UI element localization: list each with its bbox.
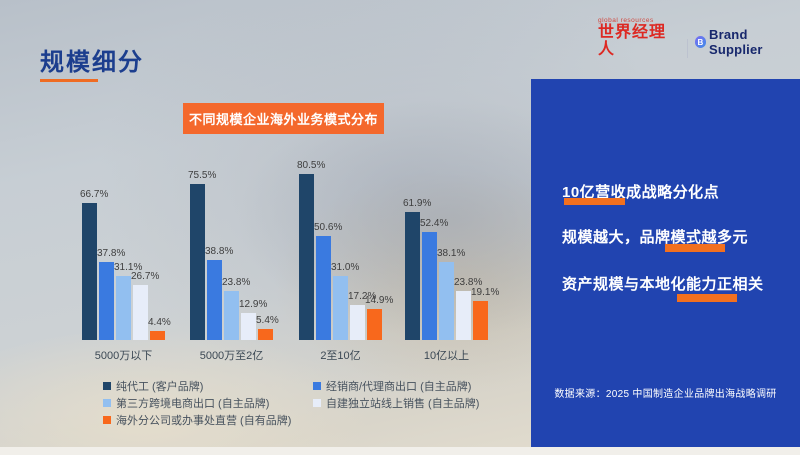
bar-series-3 [333, 276, 348, 340]
category-label: 5000万以下 [94, 350, 153, 362]
bar-series-4 [350, 305, 365, 340]
bar-value-label: 37.8% [97, 248, 126, 259]
legend-swatch [103, 416, 111, 424]
legend-item: 自建独立站线上销售 (自主品牌) [313, 395, 479, 411]
bar-series-5 [150, 331, 165, 340]
legend-item: 第三方跨境电商出口 (自主品牌) [103, 395, 269, 411]
legend-swatch [103, 399, 111, 407]
insight-text: 规模越大，品牌模式越多元 [562, 229, 749, 246]
insight-underline [665, 244, 725, 252]
legend-label: 经销商/代理商出口 (自主品牌) [326, 381, 472, 393]
bar-value-label: 23.8% [222, 277, 251, 288]
background-earth-image [0, 447, 800, 455]
bar-value-label: 4.4% [148, 317, 171, 328]
bar-series-3 [116, 276, 131, 340]
bar-series-2 [422, 232, 437, 340]
bar-value-label: 14.9% [365, 295, 394, 306]
bar-series-5 [258, 329, 273, 340]
bar-value-label: 38.8% [205, 246, 234, 257]
legend-swatch [103, 382, 111, 390]
bar-value-label: 26.7% [131, 271, 160, 282]
insight-text: 资产规模与本地化能力正相关 [562, 276, 764, 293]
bar-value-label: 52.4% [420, 218, 449, 229]
brand-supplier-icon: B [694, 36, 707, 48]
bar-series-4 [456, 291, 471, 340]
header-logos: global resources 世界经理人 B Brand Supplier [598, 17, 800, 58]
bar-series-3 [439, 262, 454, 340]
bar-series-4 [241, 313, 256, 340]
bar-series-2 [316, 236, 331, 340]
logo-divider [686, 39, 688, 58]
legend-item: 经销商/代理商出口 (自主品牌) [313, 378, 471, 394]
bar-series-5 [473, 301, 488, 340]
bar-series-1 [299, 174, 314, 340]
chart-title-banner: 不同规模企业海外业务模式分布 [183, 103, 384, 134]
legend-swatch [313, 399, 321, 407]
bar-series-1 [190, 184, 205, 340]
legend-label: 纯代工 (客户品牌) [116, 381, 204, 393]
bar-value-label: 12.9% [239, 299, 268, 310]
data-source: 数据来源：2025 中国制造企业品牌出海战略调研 [554, 389, 777, 400]
insight-panel: 10亿营收成战略分化点 规模越大，品牌模式越多元 资产规模与本地化能力正相关 数… [531, 79, 800, 447]
bar-series-4 [133, 285, 148, 340]
world-manager-label: 世界经理人 [598, 24, 667, 58]
category-label: 5000万至2亿 [199, 350, 264, 362]
bar-value-label: 61.9% [403, 198, 432, 209]
bar-series-2 [207, 260, 222, 340]
bar-value-label: 19.1% [471, 287, 500, 298]
bar-value-label: 75.5% [188, 170, 217, 181]
insight-underline [564, 198, 625, 205]
insight-text: 10亿营收成战略分化点 [562, 184, 720, 201]
category-label: 2至10亿 [320, 350, 361, 362]
legend-swatch [313, 382, 321, 390]
legend-item: 纯代工 (客户品牌) [103, 378, 203, 394]
insight-underline [677, 294, 737, 302]
bar-value-label: 50.6% [314, 222, 343, 233]
bar-value-label: 5.4% [256, 315, 279, 326]
legend-label: 自建独立站线上销售 (自主品牌) [326, 398, 480, 410]
legend-item: 海外分公司或办事处直营 (自有品牌) [103, 412, 291, 428]
bar-series-5 [367, 309, 382, 340]
bar-value-label: 38.1% [437, 248, 466, 259]
bar-series-3 [224, 291, 239, 340]
legend-label: 第三方跨境电商出口 (自主品牌) [116, 398, 270, 410]
bar-value-label: 31.1% [114, 262, 143, 273]
bar-value-label: 66.7% [80, 189, 109, 200]
bar-value-label: 31.0% [331, 262, 360, 273]
bar-value-label: 23.8% [454, 277, 483, 288]
legend-label: 海外分公司或办事处直营 (自有品牌) [116, 415, 292, 427]
page-title: 规模细分 [40, 49, 144, 76]
bar-series-1 [405, 212, 420, 340]
global-resources-label: global resources [598, 17, 654, 24]
bar-series-2 [99, 262, 114, 340]
category-label: 10亿以上 [423, 350, 470, 362]
title-underline [40, 79, 98, 82]
world-manager-logo: global resources 世界经理人 [598, 17, 679, 58]
bar-value-label: 80.5% [297, 160, 326, 171]
bar-series-1 [82, 203, 97, 340]
brand-supplier-logo: B Brand Supplier [694, 27, 800, 58]
bar-value-label: 17.2% [348, 291, 377, 302]
brand-supplier-label: Brand Supplier [709, 27, 763, 57]
